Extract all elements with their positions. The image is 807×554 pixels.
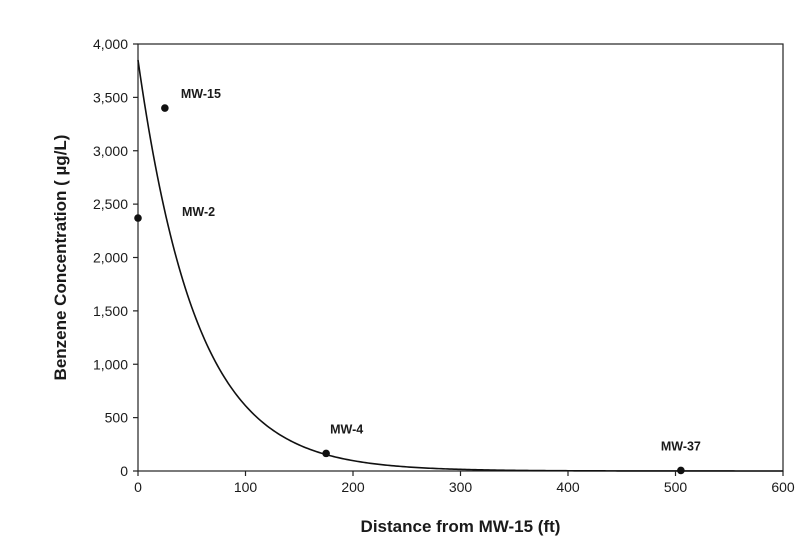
plot-frame — [137, 43, 784, 472]
y-tick-label: 2,000 — [93, 250, 128, 266]
data-point — [161, 104, 169, 112]
data-point — [677, 466, 685, 475]
y-tick-label: 1,000 — [93, 356, 128, 372]
point-label-layer: MW-15 MW-2 MW-4 MW-37 — [181, 87, 701, 453]
fit-curve-layer — [137, 59, 783, 472]
x-tick-layer: 0 100 200 300 400 500 600 — [134, 471, 795, 495]
y-tick-label: 2,500 — [93, 196, 128, 212]
data-point — [134, 214, 142, 222]
y-tick-label: 1,500 — [93, 303, 128, 319]
y-tick-label: 0 — [120, 463, 128, 479]
data-point-label: MW-2 — [182, 205, 215, 219]
y-axis-title: Benzene Concentration ( µg/L) — [51, 135, 70, 381]
data-point — [322, 449, 330, 458]
plot-area-border — [137, 43, 784, 472]
data-point-label: MW-37 — [661, 439, 701, 453]
y-tick-layer: 0 500 1,000 1,500 2,000 2,500 3,000 3,500 4,000 — [93, 36, 138, 479]
data-point-layer — [134, 104, 685, 475]
x-tick-label: 600 — [771, 479, 795, 495]
y-tick-label: 3,000 — [93, 143, 128, 159]
data-point-label: MW-15 — [181, 87, 221, 101]
x-tick-label: 200 — [341, 479, 365, 495]
y-tick-label: 4,000 — [93, 36, 128, 52]
fit-curve-line — [137, 59, 783, 472]
y-tick-label: 500 — [105, 410, 129, 426]
data-point-label: MW-4 — [330, 422, 363, 436]
x-axis-title: Distance from MW-15 (ft) — [361, 517, 561, 536]
x-tick-label: 300 — [449, 479, 473, 495]
x-tick-label: 100 — [234, 479, 258, 495]
x-tick-label: 400 — [556, 479, 580, 495]
x-tick-label: 0 — [134, 479, 142, 495]
y-tick-label: 3,500 — [93, 89, 128, 105]
x-tick-label: 500 — [664, 479, 688, 495]
